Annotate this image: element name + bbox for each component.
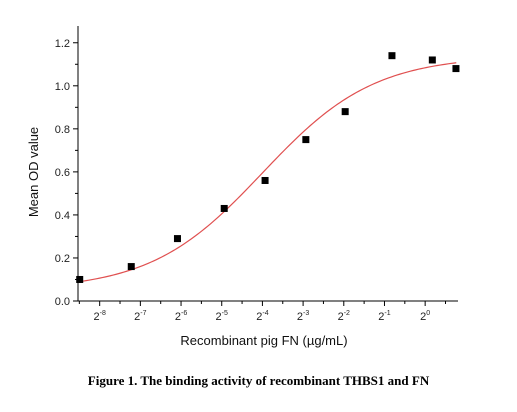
data-point	[173, 235, 181, 243]
y-tick-label: 0.0	[55, 296, 70, 308]
data-point	[76, 275, 84, 283]
points-layer	[76, 52, 460, 283]
y-tick-label: 0.2	[55, 253, 70, 265]
x-tick-label: 2-7	[134, 310, 146, 323]
fit-curve	[77, 62, 457, 283]
x-tick-label: 2-3	[297, 310, 309, 323]
data-point	[302, 136, 310, 144]
x-tick-label: 2-4	[256, 310, 268, 323]
x-axis-title: Recombinant pig FN (µg/mL)	[180, 333, 347, 348]
fit-layer	[77, 62, 457, 283]
y-tick-label: 0.4	[55, 210, 70, 222]
data-point	[388, 52, 396, 60]
data-point	[428, 56, 436, 64]
data-point	[452, 65, 460, 73]
axes: 0.0 0.2 0.4 0.6 0.8 1.0 1.2 2-8 2-7 2-6 2-5 2-4 2-3 2…	[55, 26, 458, 323]
data-point	[261, 176, 269, 184]
data-point	[127, 263, 135, 271]
x-tick-label: 2-1	[378, 310, 390, 323]
figure-caption: Figure 1. The binding activity of recomb…	[87, 373, 430, 388]
y-axis-title: Mean OD value	[26, 127, 41, 217]
y-tick-label: 0.6	[55, 167, 70, 179]
x-tick-label: 2-2	[338, 310, 350, 323]
x-tick-label: 20	[420, 310, 430, 323]
x-tick-label: 2-8	[93, 310, 105, 323]
data-point	[220, 204, 228, 212]
x-tick-label: 2-6	[175, 310, 187, 323]
y-tick-label: 0.8	[55, 124, 70, 136]
y-tick-label: 1.2	[55, 38, 70, 50]
x-tick-label: 2-5	[216, 310, 228, 323]
data-point	[341, 108, 349, 116]
chart: 0.0 0.2 0.4 0.6 0.8 1.0 1.2 2-8 2-7 2-6 2-5 2-4 2-3 2…	[26, 26, 460, 348]
y-tick-label: 1.0	[55, 81, 70, 93]
